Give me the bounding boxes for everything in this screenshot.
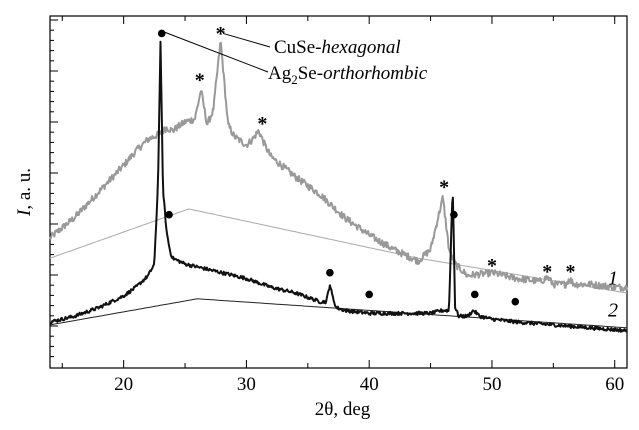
y-axis-label: I, a. u. [14, 168, 35, 217]
peak-markers: * * * * * * * [157, 23, 576, 306]
dot-marker [470, 290, 479, 299]
star-marker: * [487, 255, 497, 277]
leader-line-cuse [222, 32, 271, 48]
curve-label-1: 1 [608, 268, 618, 290]
dot-marker [365, 290, 373, 299]
star-marker: * [542, 261, 552, 283]
labels: 2θ, deg I, a. u. 1 2 CuSe-hexagonal Ag2Se-ort… [14, 31, 618, 420]
dot-marker [157, 29, 166, 38]
star-marker: * [566, 261, 576, 283]
x-axis-label: 2θ, deg [315, 399, 371, 420]
dot-marker [326, 268, 334, 277]
dot-marker [511, 297, 520, 306]
axes: 20 30 40 50 60 [49, 15, 628, 395]
x-tick-label: 20 [114, 374, 133, 395]
leader-line-ag2se [163, 31, 269, 73]
curve-label-2: 2 [608, 299, 618, 321]
curves [49, 40, 628, 333]
dot-marker [165, 210, 173, 219]
x-tick-label: 50 [482, 374, 501, 395]
x-tick-label: 40 [360, 374, 379, 395]
star-marker: * [439, 177, 449, 199]
annotation-ag2se: Ag2Se-orthorhombic [268, 63, 428, 87]
series-1-line [49, 41, 628, 292]
annotation-cuse: CuSe-hexagonal [274, 37, 401, 58]
x-tick-label: 60 [605, 374, 624, 395]
baseline-1 [49, 208, 628, 294]
dot-marker [450, 210, 458, 219]
star-marker: * [216, 23, 226, 45]
star-marker: * [195, 69, 205, 91]
series-2-line [49, 40, 628, 333]
star-marker: * [257, 113, 267, 135]
x-tick-label: 30 [237, 374, 256, 395]
plot-frame [49, 15, 628, 369]
